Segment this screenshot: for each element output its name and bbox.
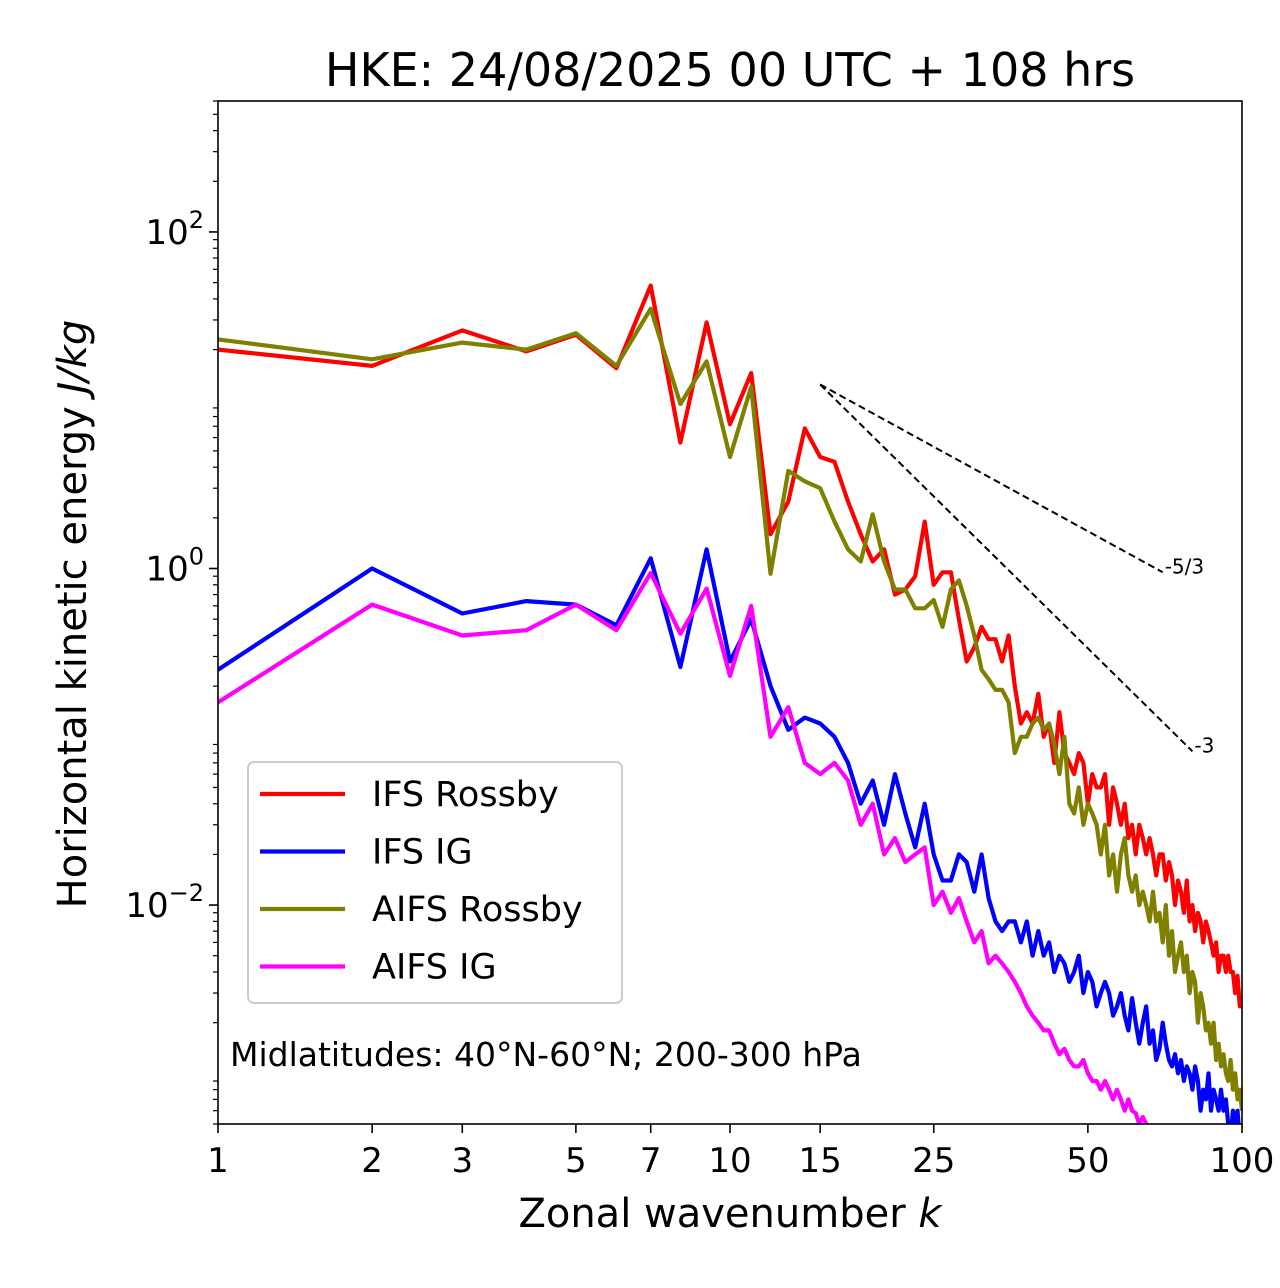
series-layer — [218, 283, 1242, 1124]
legend-label: IFS IG — [372, 833, 473, 873]
y-tick-exponent: 0 — [189, 543, 204, 571]
y-tick-base: 10 — [125, 886, 168, 926]
reference-slope-label: -3 — [1194, 733, 1214, 757]
x-tick-label: 1 — [207, 1141, 229, 1181]
series-line-aifs-rossby — [218, 306, 1242, 1111]
x-axis-label: Zonal wavenumber k — [518, 1191, 943, 1237]
legend-box — [247, 761, 623, 1004]
x-tick-label: 10 — [708, 1141, 751, 1181]
x-axis-label-var: k — [918, 1191, 943, 1237]
y-axis-label-space — [50, 394, 96, 407]
series-line-ifs-ig — [218, 547, 1241, 1124]
legend-label: AIFS IG — [372, 948, 497, 988]
plot-frame — [217, 100, 1243, 1125]
y-tick-base: 10 — [145, 213, 188, 253]
x-axis-ticks: 1 2 3 5 7 10 15 25 50 100 — [207, 1124, 1274, 1181]
x-tick-label: 50 — [1066, 1141, 1109, 1181]
y-tick-label: 100 — [145, 543, 204, 590]
x-axis-label-text: Zonal wavenumber — [518, 1191, 906, 1237]
x-axis-label-space — [906, 1191, 919, 1237]
reference-slope-line — [819, 383, 1194, 753]
reference-slope-label: -5/3 — [1165, 554, 1204, 578]
series-line-ifs-rossby — [218, 283, 1242, 1009]
x-tick-label: 7 — [640, 1141, 662, 1181]
x-tick-label: 25 — [912, 1141, 955, 1181]
y-axis-label-text: Horizontal kinetic energy — [50, 406, 96, 908]
x-tick-label: 3 — [451, 1141, 473, 1181]
reference-slopes: -5/3 -3 — [819, 383, 1214, 757]
x-tick-label: 100 — [1210, 1141, 1275, 1181]
series-line-aifs-ig — [218, 570, 1149, 1124]
y-axis-label-unit: J/kg — [50, 320, 96, 401]
y-tick-exponent: 2 — [189, 206, 204, 234]
region-annotation: Midlatitudes: 40°N-60°N; 200-300 hPa — [230, 1035, 862, 1074]
y-tick-label: 102 — [145, 206, 204, 253]
chart-title: HKE: 24/08/2025 00 UTC + 108 hrs — [325, 43, 1135, 97]
legend-label: IFS Rossby — [372, 775, 559, 815]
reference-slope-line — [819, 383, 1164, 574]
x-tick-label: 5 — [565, 1141, 587, 1181]
y-axis-label: Horizontal kinetic energy J/kg — [50, 320, 96, 909]
y-tick-base: 10 — [145, 550, 188, 590]
y-tick-label: 10−2 — [125, 879, 204, 926]
minor-ticks — [213, 100, 218, 1125]
x-tick-label: 2 — [361, 1141, 383, 1181]
y-tick-exponent: −2 — [169, 879, 204, 907]
x-tick-label: 15 — [799, 1141, 842, 1181]
legend-label: AIFS Rossby — [372, 890, 583, 930]
legend: IFS Rossby IFS IG AIFS Rossby AIFS IG — [247, 761, 623, 1004]
